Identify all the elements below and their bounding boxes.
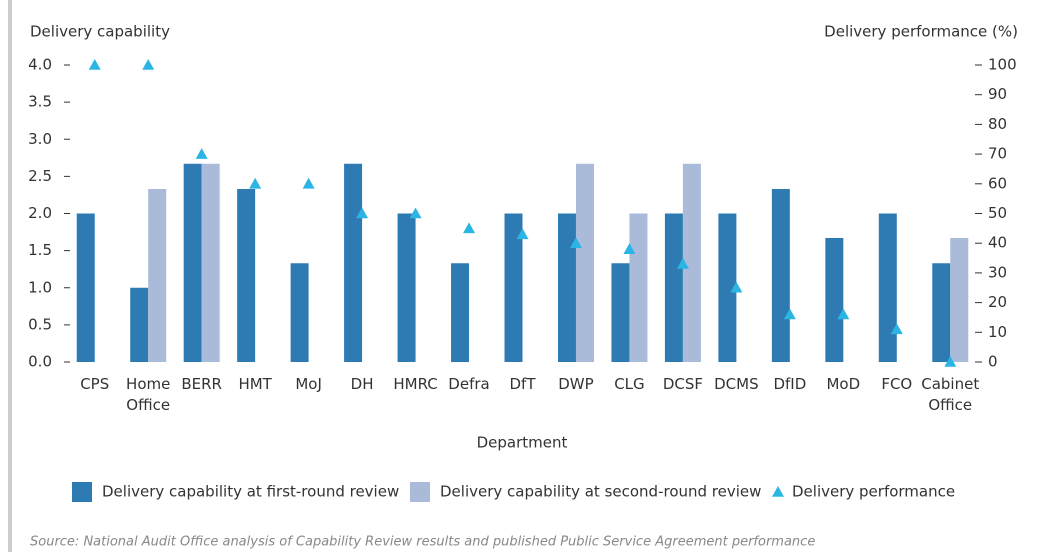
x-tick-label: DfT (509, 375, 536, 393)
bar (629, 213, 648, 362)
source: Source: National Audit Office analysis o… (30, 535, 815, 550)
x-tick-label: DH (350, 375, 374, 393)
performance-marker (569, 237, 582, 248)
x-tick-label: MoJ (295, 375, 322, 393)
y-tick-label: 0.0 (28, 353, 52, 371)
y2-tick-label: 70 (988, 145, 1007, 163)
x-tick-label: DfID (773, 375, 807, 393)
y2-tick-label: 50 (988, 204, 1007, 222)
performance-marker (249, 177, 262, 189)
bar (771, 188, 790, 362)
y2-tick-label: 30 (988, 263, 1007, 281)
performance-marker (142, 59, 155, 70)
performance-marker (783, 308, 796, 320)
performance-marker (409, 207, 422, 219)
legend-label: Delivery performance (792, 483, 955, 501)
bar (611, 263, 630, 362)
bar (451, 263, 470, 362)
y2-tick-label: 60 (988, 174, 1007, 192)
bar (290, 263, 309, 362)
x-tick-label: Defra (448, 375, 490, 393)
bar (504, 213, 523, 362)
x-tick-label: Home Office (126, 375, 171, 414)
performance-marker (676, 257, 689, 269)
performance-marker (623, 243, 636, 254)
bar (718, 213, 737, 362)
x-tick-label: MoD (826, 375, 861, 393)
legend-label: Delivery capability at first-round revie… (102, 483, 399, 501)
x-tick-label: DCSF (662, 375, 703, 393)
bar (183, 163, 202, 362)
y-tick-label: 3.0 (28, 130, 52, 148)
legend-label: Delivery capability at second-round revi… (440, 483, 761, 501)
performance-marker (890, 323, 903, 335)
performance-marker (195, 148, 208, 159)
y2-tick-label: 20 (988, 293, 1007, 311)
bar (950, 238, 969, 362)
legend-swatch (72, 482, 92, 502)
y-tick-label: 2.0 (28, 204, 52, 222)
bar (878, 213, 897, 362)
x-tick-label: BERR (181, 375, 222, 393)
bar (201, 163, 220, 362)
y-tick-label: 4.0 (28, 56, 52, 74)
bar (344, 163, 363, 362)
y2-tick-label: 100 (988, 56, 1017, 74)
performance-marker (837, 308, 850, 320)
performance-marker (302, 177, 315, 189)
y-tick-label: 0.5 (28, 315, 52, 333)
y-tick-label: 2.5 (28, 167, 52, 185)
performance-marker (516, 228, 529, 240)
bar (664, 213, 683, 362)
performance-marker (356, 207, 369, 219)
bar (825, 238, 844, 362)
y2-tick-label: 40 (988, 234, 1007, 252)
performance-marker (88, 59, 101, 70)
x-tick-label: DCMS (714, 375, 759, 393)
y-tick-label: 1.5 (28, 241, 52, 259)
bar (557, 213, 576, 362)
y2-tick-label: 10 (988, 323, 1007, 341)
bar (397, 213, 416, 362)
x-tick-label: FCO (881, 375, 913, 393)
x-tick-label: HMT (238, 375, 272, 393)
y2-tick-label: 0 (988, 353, 998, 371)
bar (682, 163, 701, 362)
y-tick-label: 1.0 (28, 278, 52, 296)
x-tick-label: HMRC (393, 375, 438, 393)
bar (237, 188, 256, 362)
y2-tick-label: 90 (988, 85, 1007, 103)
x-axis-title: Department (477, 434, 568, 452)
performance-marker (944, 356, 957, 367)
side-stripe (8, 0, 12, 552)
bar (575, 163, 594, 362)
x-tick-label: DWP (558, 375, 594, 393)
y-tick-label: 3.5 (28, 93, 52, 111)
x-tick-label: CPS (80, 375, 110, 393)
bar (130, 287, 149, 362)
legend-swatch (772, 486, 784, 497)
bar (76, 213, 95, 362)
y2-tick-label: 80 (988, 115, 1007, 133)
bar (148, 188, 167, 362)
performance-marker (463, 222, 476, 234)
legend-swatch (410, 482, 430, 502)
bar (932, 263, 951, 362)
y-axis-title: Delivery capability (30, 23, 170, 41)
y2-axis-title: Delivery performance (%) (824, 23, 1018, 41)
x-tick-label: Cabinet Office (921, 375, 980, 414)
x-tick-label: CLG (614, 375, 645, 393)
performance-marker (730, 281, 743, 293)
